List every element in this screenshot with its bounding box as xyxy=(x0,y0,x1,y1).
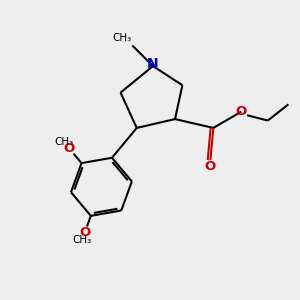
Text: O: O xyxy=(205,160,216,173)
Text: N: N xyxy=(147,57,159,71)
Text: CH₃: CH₃ xyxy=(72,236,92,245)
Text: O: O xyxy=(79,226,90,239)
Text: O: O xyxy=(236,105,247,118)
Text: CH₃: CH₃ xyxy=(54,137,73,147)
Text: O: O xyxy=(63,142,75,154)
Text: CH₃: CH₃ xyxy=(112,32,132,43)
